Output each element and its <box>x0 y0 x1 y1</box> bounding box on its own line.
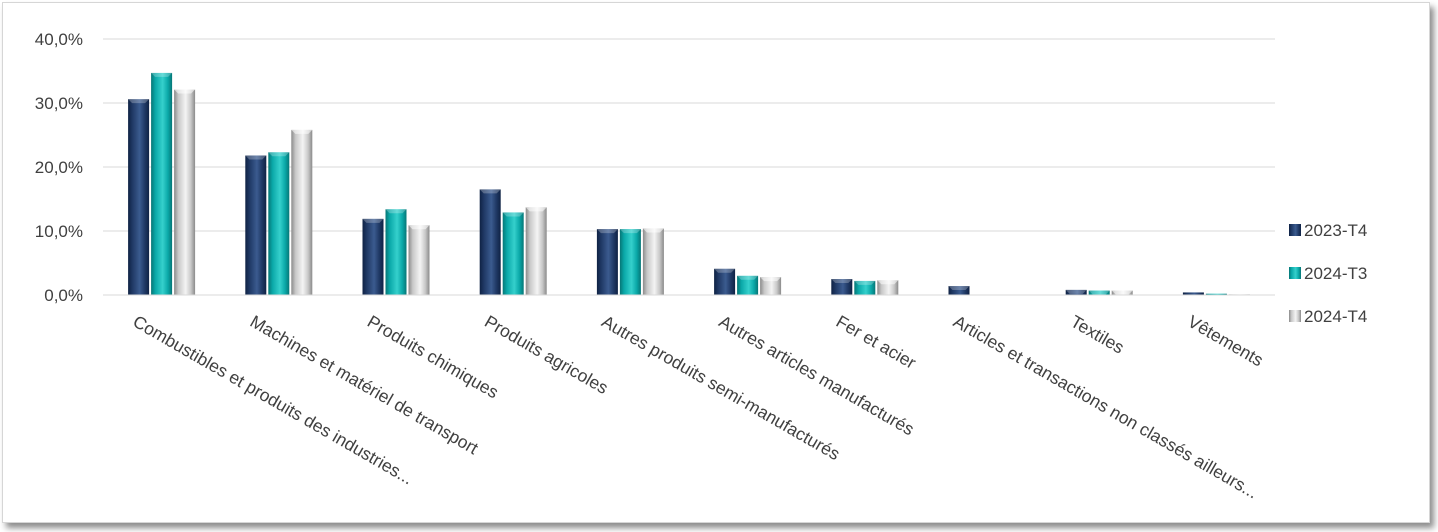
bar-2023-t4-articles-et-transactions-non-c <box>948 286 970 295</box>
bar-2024-t4-autres-articles-manufactures <box>760 277 782 295</box>
bar-2024-t3-autres-articles-manufactures <box>737 275 759 295</box>
bar-2023-t4-autres-articles-manufactures <box>714 268 736 295</box>
bar-2023-t4-vetements <box>1182 292 1204 295</box>
y-tick-label: 40,0% <box>35 30 83 49</box>
legend-label-2024-t3: 2024-T3 <box>1304 264 1367 283</box>
bar-bevel <box>525 207 547 212</box>
y-tick-label: 20,0% <box>35 158 83 177</box>
bar-bevel <box>760 277 782 282</box>
bar-bevel <box>1088 290 1110 295</box>
bar-bevel <box>642 228 664 233</box>
bar-2024-t3-produits-chimiques <box>385 209 407 295</box>
bar-2023-t4-fer-et-acier <box>831 279 853 295</box>
bar-bevel <box>948 286 970 291</box>
bar-bevel <box>596 229 618 234</box>
bar-bevel <box>714 268 736 273</box>
y-tick-label: 30,0% <box>35 94 83 113</box>
y-tick-label: 10,0% <box>35 222 83 241</box>
x-tick-label: Machines et matériel de transport <box>247 311 482 458</box>
y-axis-labels: 0,0% 10,0% 20,0% 30,0% 40,0% <box>35 30 83 305</box>
bar-2024-t4-combustibles-et-produits-des-i <box>174 89 196 295</box>
bar-bevel <box>291 129 313 134</box>
bar-bevel <box>385 209 407 214</box>
x-tick-label: Textiles <box>1067 311 1128 358</box>
bar-2024-t3-vetements <box>1205 293 1227 295</box>
bar-bevel <box>877 280 899 285</box>
bar-bevel <box>408 225 430 230</box>
legend-label-2024-t4: 2024-T4 <box>1304 307 1367 326</box>
bar-bevel <box>174 89 196 94</box>
bar-2024-t3-produits-agricoles <box>502 212 524 295</box>
bar-chart: 0,0% 10,0% 20,0% 30,0% 40,0% Combustibles et… <box>35 30 1368 503</box>
bar-2023-t4-machines-et-materiel-de-transp <box>245 155 267 295</box>
bar-bevel <box>1065 289 1087 294</box>
x-tick-label: Autres produits semi-manufacturés <box>598 311 843 464</box>
x-axis-labels: Combustibles et produits des industries.… <box>130 311 1267 502</box>
bar-bevel <box>479 189 501 194</box>
bar-bevel <box>268 152 290 157</box>
bar-bevel <box>737 275 759 280</box>
y-tick-label: 0,0% <box>44 286 83 305</box>
bars <box>128 72 1250 295</box>
bar-2024-t3-textiles <box>1088 290 1110 295</box>
bar-bevel <box>854 280 876 285</box>
bar-bevel <box>1111 290 1133 295</box>
x-tick-label: Autres articles manufacturés <box>716 311 918 439</box>
bar-bevel <box>831 279 853 283</box>
bar-2024-t4-machines-et-materiel-de-transp <box>291 129 313 295</box>
bar-bevel <box>128 99 150 104</box>
legend-swatch-2024-t4 <box>1289 310 1301 322</box>
bar-2024-t3-fer-et-acier <box>854 280 876 295</box>
bar-2023-t4-produits-chimiques <box>362 218 384 295</box>
bar-2024-t3-autres-produits-semi-manufactu <box>619 229 641 295</box>
legend-label-2023-t4: 2023-T4 <box>1304 221 1367 240</box>
bar-bevel <box>619 229 641 234</box>
bar-2024-t3-combustibles-et-produits-des-i <box>151 72 173 295</box>
bar-2023-t4-produits-agricoles <box>479 189 501 295</box>
bar-bevel <box>151 72 173 77</box>
legend-swatch-2023-t4 <box>1289 224 1301 236</box>
bar-2024-t4-produits-agricoles <box>525 207 547 295</box>
legend-swatch-2024-t3 <box>1289 267 1301 279</box>
x-tick-label: Vêtements <box>1184 311 1267 370</box>
bar-bevel <box>502 212 524 217</box>
legend: 2023-T4 2024-T3 2024-T4 <box>1289 221 1367 326</box>
bar-bevel <box>362 218 384 223</box>
bar-bevel <box>245 155 267 160</box>
chart-frame: 0,0% 10,0% 20,0% 30,0% 40,0% Combustibles et… <box>2 2 1430 523</box>
bar-2024-t3-machines-et-materiel-de-transp <box>268 152 290 295</box>
bar-2024-t4-produits-chimiques <box>408 225 430 295</box>
bar-2023-t4-autres-produits-semi-manufactu <box>596 229 618 295</box>
bar-2023-t4-textiles <box>1065 289 1087 295</box>
x-tick-label: Fer et acier <box>833 311 920 373</box>
bar-2023-t4-combustibles-et-produits-des-i <box>128 99 150 295</box>
bar-2024-t4-autres-produits-semi-manufactu <box>642 228 664 295</box>
